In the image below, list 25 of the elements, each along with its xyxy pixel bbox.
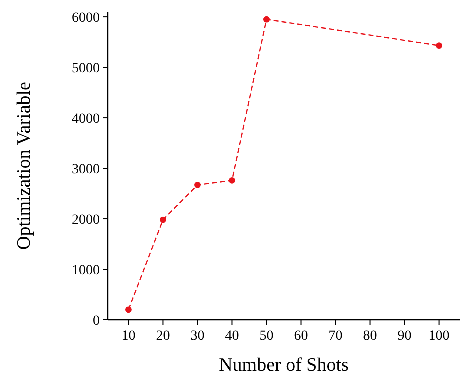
- x-tick-label: 20: [156, 329, 170, 344]
- x-tick-label: 70: [328, 329, 343, 344]
- x-tick-label: 10: [122, 329, 136, 344]
- y-tick-label: 6000: [72, 11, 100, 26]
- point: [126, 306, 132, 314]
- y-axis-title: Optimization Variable: [14, 82, 35, 250]
- x-tick-label: 40: [225, 329, 240, 344]
- x-axis-title: Number of Shots: [219, 355, 349, 376]
- point: [194, 182, 201, 188]
- point: [160, 216, 166, 224]
- point: [264, 16, 270, 23]
- y-tick-label: 3000: [72, 162, 100, 178]
- x-tick-label: 30: [190, 329, 205, 344]
- y-tick-label: 4000: [72, 112, 100, 128]
- y-tick-label: 1000: [72, 264, 100, 279]
- point: [436, 42, 442, 50]
- point: [229, 177, 236, 184]
- x-tick-label: 60: [294, 329, 308, 344]
- y-tick-label: 5000: [72, 62, 100, 77]
- x-tick-label: 50: [260, 329, 274, 344]
- y-tick-label: 2000: [72, 213, 100, 228]
- x-tick-label: 80: [363, 329, 378, 344]
- y-tick-label: 0: [93, 314, 100, 329]
- x-tick-label: 90: [398, 329, 412, 344]
- x-tick-label: 100: [428, 329, 450, 344]
